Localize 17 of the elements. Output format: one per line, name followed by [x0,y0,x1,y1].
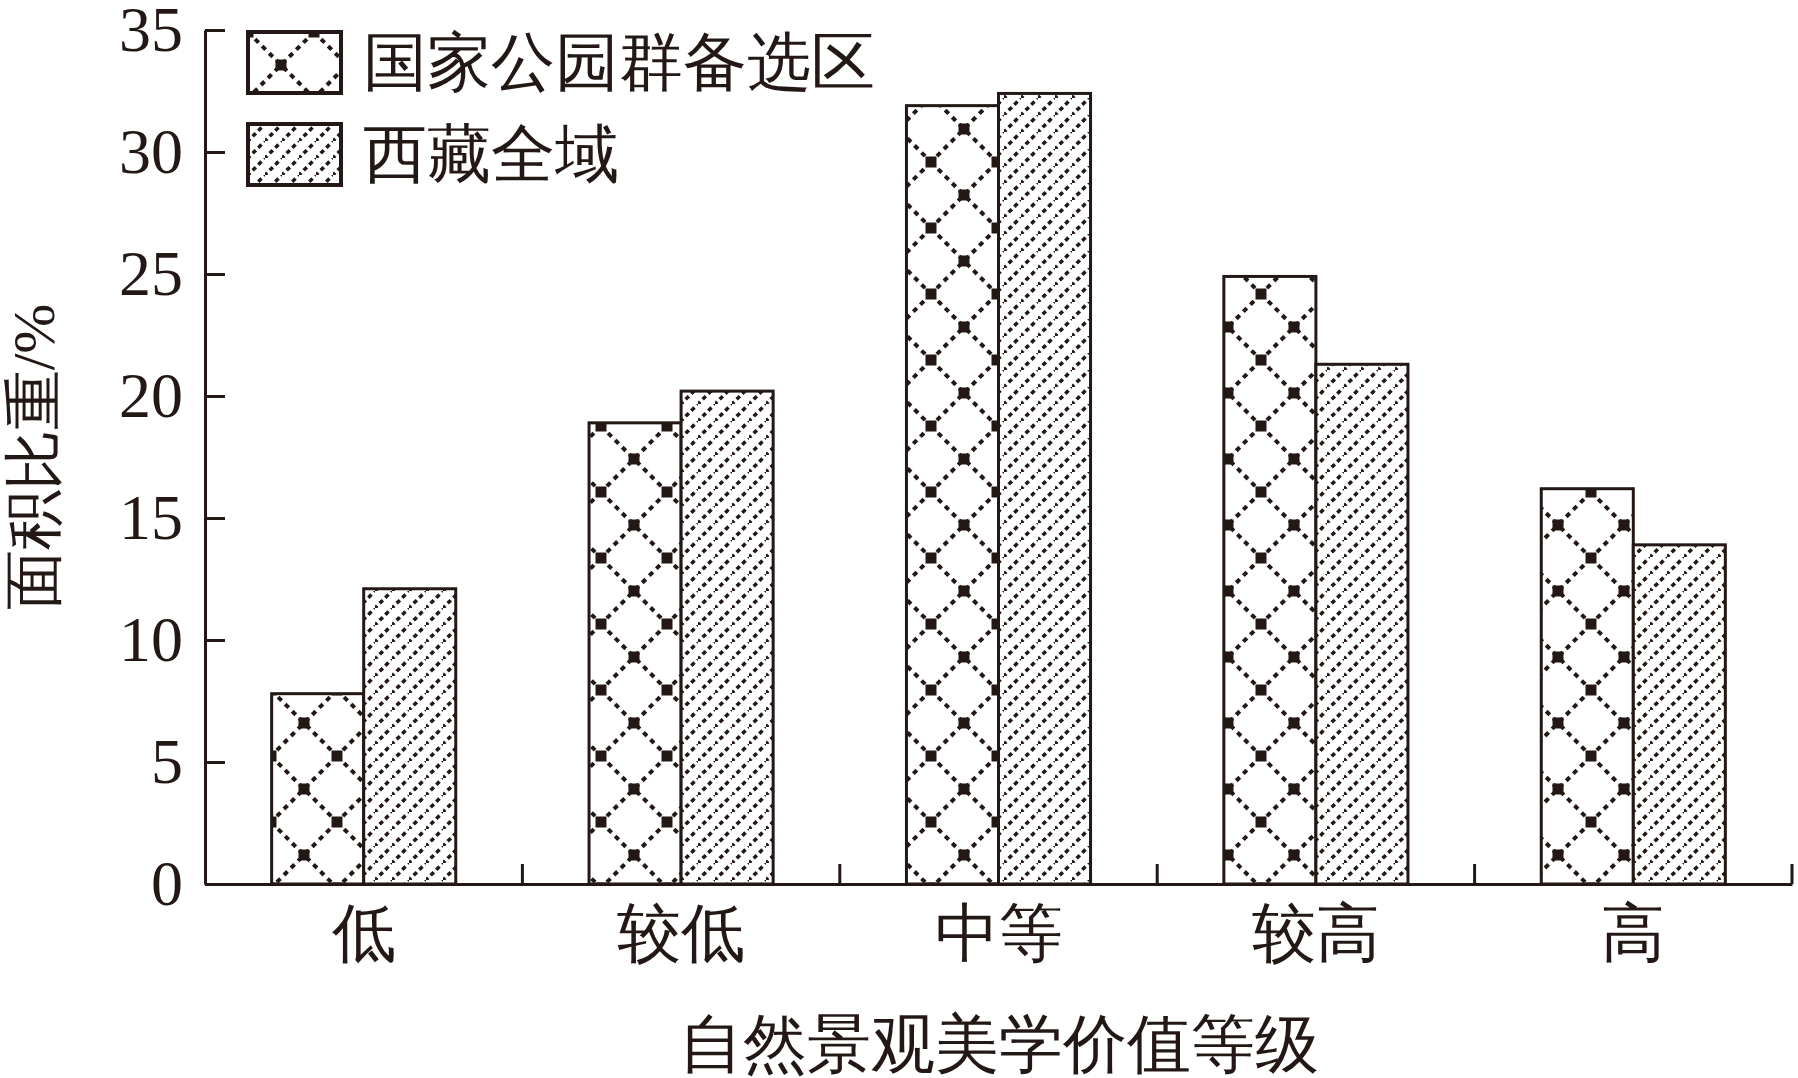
y-tick-label: 20 [119,359,183,431]
y-tick-label: 35 [119,0,183,65]
x-tick-label: 中等 [934,898,1063,970]
y-tick-label: 0 [151,847,183,919]
x-tick-label: 高 [1601,898,1666,970]
x-tick-label: 较低 [617,898,746,970]
y-axis-title: 面积比重/% [1,303,67,611]
y-tick-label: 30 [119,115,183,187]
y-tick-label: 10 [119,603,183,675]
y-tick-label: 25 [119,237,183,309]
x-tick-label: 较高 [1251,898,1380,970]
legend-label: 国家公园群备选区 [363,27,875,98]
y-tick-label: 5 [151,725,183,797]
legend-label: 西藏全域 [363,119,619,190]
x-tick-label: 低 [331,898,396,970]
x-axis-title: 自然景观美学价值等级 [678,1008,1319,1078]
y-tick-label: 15 [119,481,183,553]
